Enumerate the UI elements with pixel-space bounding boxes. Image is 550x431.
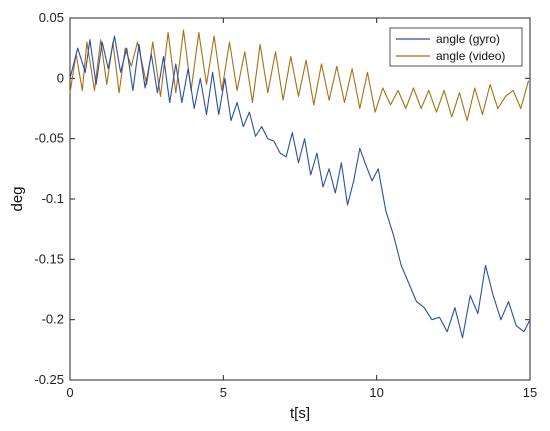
- y-tick-label: -0.2: [42, 312, 64, 327]
- series-line-gyro: [69, 35, 531, 339]
- x-tick-label: 0: [66, 385, 73, 400]
- y-tick-label: 0: [57, 70, 64, 85]
- y-axis: 0.05 0 -0.05 -0.1 -0.15 -0.2 -0.25: [34, 10, 530, 387]
- x-tick-label: 5: [220, 385, 227, 400]
- x-axis: 0 5 10 15: [66, 18, 537, 400]
- y-tick-label: -0.05: [34, 131, 64, 146]
- series-line-video: [69, 29, 530, 122]
- legend-label-gyro: angle (gyro): [436, 32, 500, 46]
- series-layer: [69, 29, 531, 339]
- legend-box: [389, 27, 523, 67]
- y-axis-label: deg: [9, 186, 26, 211]
- y-tick-label: -0.15: [34, 251, 64, 266]
- legend: angle (gyro) angle (video): [389, 27, 523, 67]
- y-tick-label: -0.1: [42, 191, 64, 206]
- x-tick-label: 10: [369, 385, 383, 400]
- plot-area: [69, 17, 531, 381]
- y-tick-label: -0.25: [34, 372, 64, 387]
- y-tick-label: 0.05: [39, 10, 64, 25]
- x-axis-label: t[s]: [290, 405, 310, 422]
- legend-label-video: angle (video): [436, 49, 505, 63]
- x-tick-label: 15: [523, 385, 537, 400]
